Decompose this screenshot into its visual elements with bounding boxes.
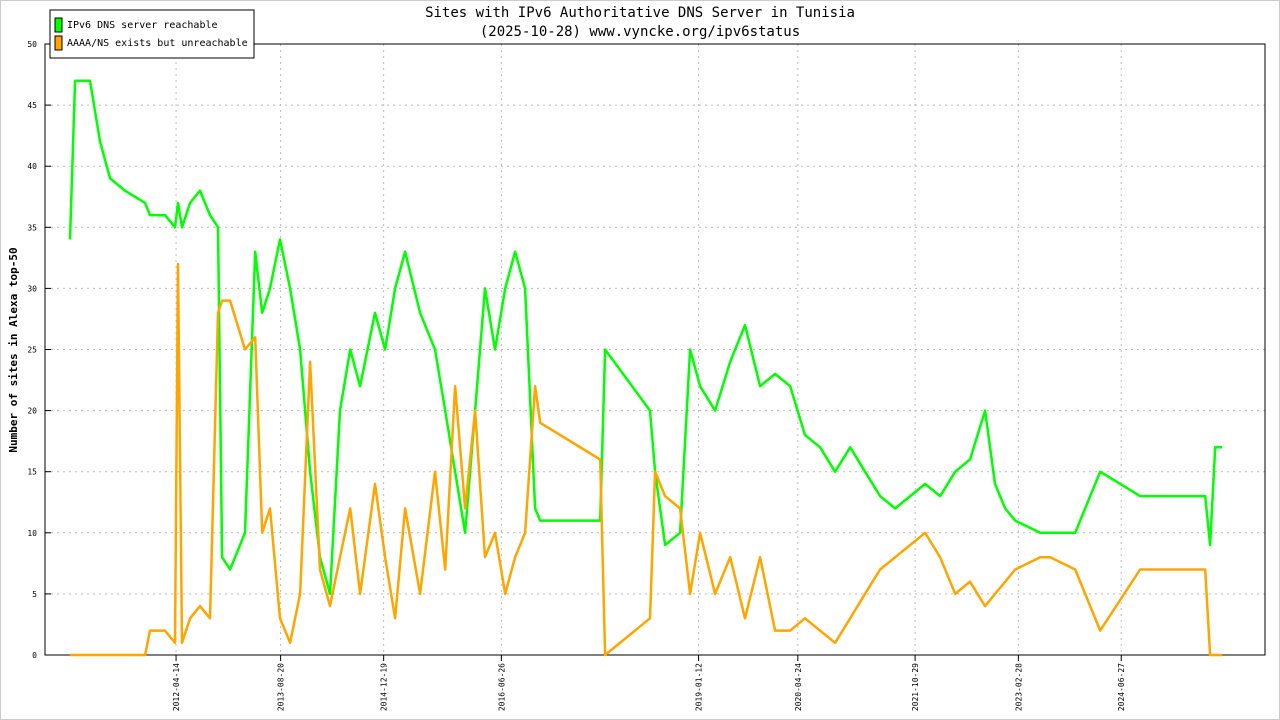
y-tick-label: 5 <box>32 590 37 599</box>
y-axis-label: Number of sites in Alexa top-50 <box>7 247 20 452</box>
x-tick-label: 2024-06-27 <box>1117 663 1126 711</box>
y-tick-label: 35 <box>27 223 37 232</box>
legend-box <box>49 9 255 59</box>
y-tick-label: 50 <box>27 40 37 49</box>
x-tick-label: 2019-01-12 <box>695 663 704 711</box>
x-tick-label: 2012-04-14 <box>172 663 181 711</box>
y-tick-label: 25 <box>27 346 37 355</box>
x-tick-label: 2020-04-24 <box>794 663 803 711</box>
series-line <box>68 79 1223 596</box>
y-tick-label: 45 <box>27 101 37 110</box>
series-line <box>70 262 1223 657</box>
y-tick-label: 15 <box>27 468 37 477</box>
chart-subtitle: (2025-10-28) www.vyncke.org/ipv6status <box>480 24 800 40</box>
x-tick-label: 2013-08-20 <box>277 663 286 711</box>
x-tick-label: 2014-12-19 <box>380 663 389 711</box>
x-tick-label: 2021-10-29 <box>911 663 920 711</box>
legend-swatch <box>54 17 63 33</box>
legend-label: IPv6 DNS server reachable <box>67 20 218 31</box>
chart-title: Sites with IPv6 Authoritative DNS Server… <box>425 5 855 21</box>
x-tick-label: 2023-02-28 <box>1014 663 1023 711</box>
y-tick-label: 0 <box>32 651 37 660</box>
y-tick-label: 10 <box>27 529 37 538</box>
plot-frame <box>44 43 1266 656</box>
y-tick-label: 30 <box>27 284 37 293</box>
y-tick-label: 20 <box>27 407 37 416</box>
x-tick-label: 2016-06-26 <box>497 663 506 711</box>
legend-label: AAAA/NS exists but unreachable <box>67 38 248 49</box>
legend-swatch <box>54 35 63 51</box>
y-tick-label: 40 <box>27 162 37 171</box>
legend: IPv6 DNS server reachable AAAA/NS exists … <box>49 9 255 59</box>
